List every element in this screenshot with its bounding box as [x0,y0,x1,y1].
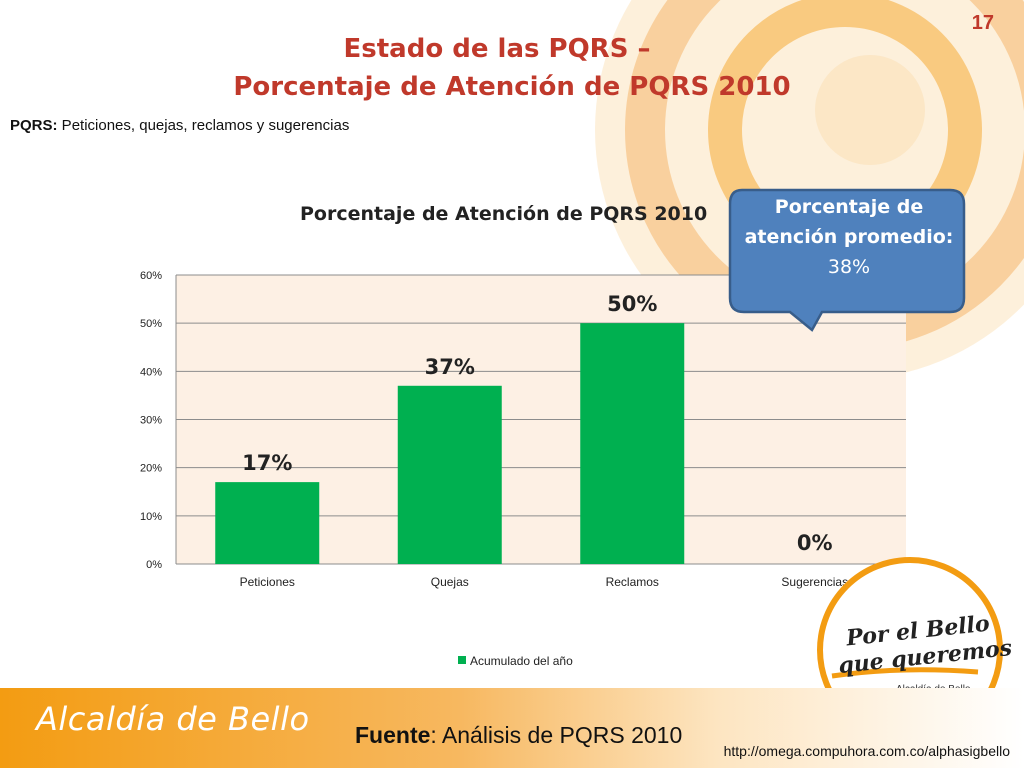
y-tick-label: 30% [140,415,162,427]
data-label: 50% [607,292,657,316]
source-label: Fuente [355,722,431,748]
chart-title: Porcentaje de Atención de PQRS 2010 [300,203,708,225]
x-tick-label: Peticiones [240,575,295,589]
bar [215,482,320,564]
y-tick-label: 0% [146,559,162,571]
subtitle-label: PQRS: [10,117,58,134]
footer-bar [0,688,1024,768]
x-tick-label: Quejas [431,575,469,589]
data-label: 0% [797,531,833,555]
page-number: 17 [971,12,994,34]
subtitle-text: Peticiones, quejas, reclamos y sugerenci… [57,117,350,134]
title-line-2: Porcentaje de Atención de PQRS 2010 [233,72,791,102]
legend-swatch [458,656,466,664]
data-label: 37% [425,355,475,379]
x-tick-label: Reclamos [606,575,659,589]
y-tick-label: 40% [140,366,162,378]
legend-label: Acumulado del año [470,654,573,668]
brand-name: Alcaldía de Bello [36,700,310,738]
source-note: Fuente: Análisis de PQRS 2010 [355,722,682,749]
y-tick-label: 60% [140,270,162,282]
y-tick-label: 10% [140,511,162,523]
callout-value: 38% [827,256,871,278]
source-text: : Análisis de PQRS 2010 [430,722,683,748]
callout-text: Porcentaje de atención promedio: 38% [736,192,962,282]
callout-label: Porcentaje de atención promedio: [744,196,954,248]
bar [580,323,685,564]
y-tick-label: 50% [140,318,162,330]
title-line-1: Estado de las PQRS – [343,34,651,64]
bar [397,385,502,564]
data-label: 17% [242,451,292,475]
source-url[interactable]: http://omega.compuhora.com.co/alphasigbe… [723,743,1010,759]
slide-title: Estado de las PQRS – Porcentaje de Atenc… [0,30,1024,106]
subtitle: PQRS: Peticiones, quejas, reclamos y sug… [10,117,349,134]
x-tick-label: Sugerencias [781,575,848,589]
y-tick-label: 20% [140,463,162,475]
